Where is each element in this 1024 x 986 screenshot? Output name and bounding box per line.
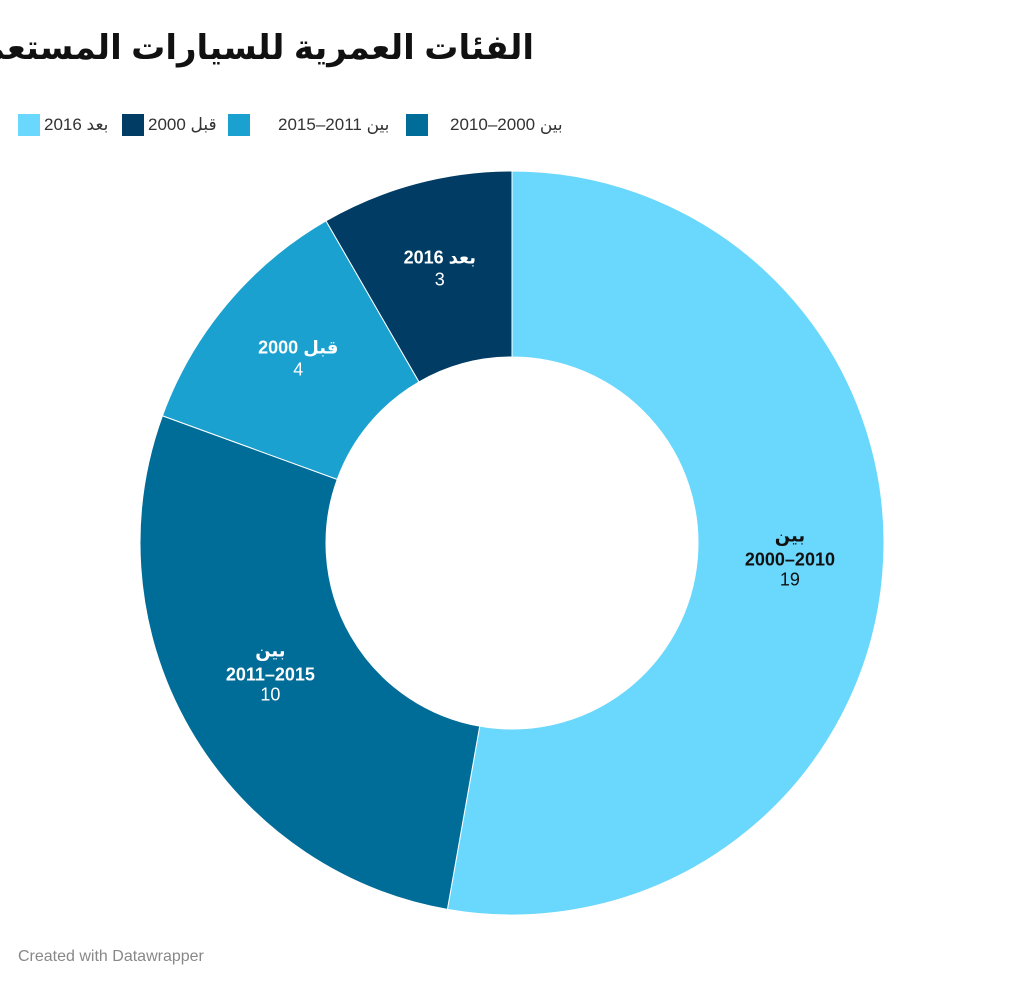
donut-slice	[139, 415, 481, 910]
footer-credit: Created with Datawrapper	[18, 948, 204, 965]
donut-slice	[161, 220, 420, 481]
donut-slice	[446, 170, 885, 916]
legend-item-before-2000: قبل 2000	[122, 110, 217, 140]
legend-label: قبل 2000	[148, 115, 217, 134]
slice-value-label: 19	[780, 569, 800, 589]
slice-label: بين	[775, 525, 805, 546]
legend-item-2000-2010: بين 2000–2010	[406, 110, 563, 140]
slice-label: بين	[255, 641, 285, 662]
donut-slice	[325, 170, 513, 383]
legend-swatch	[406, 114, 428, 136]
slice-label: بعد 2016	[404, 248, 476, 268]
legend-item-2011-2015: بين 2011–2015	[228, 110, 389, 140]
legend-label: بين 2011–2015	[278, 115, 390, 134]
slice-value-label: 10	[260, 685, 280, 705]
slice-label: 2011–2015	[226, 665, 315, 685]
slice-label: قبل 2000	[258, 338, 338, 358]
legend-swatch	[18, 114, 40, 136]
slice-value-label: 4	[293, 360, 303, 380]
legend-swatch	[122, 114, 144, 136]
slice-label: 2000–2010	[745, 549, 835, 569]
chart-title: الفئات العمرية للسيارات المستعملة	[0, 29, 534, 67]
legend-swatch	[228, 114, 250, 136]
legend-label: بين 2000–2010	[450, 115, 563, 134]
legend-item-after-2016: بعد 2016	[18, 110, 108, 140]
legend-label: بعد 2016	[44, 115, 109, 134]
slice-value-label: 3	[435, 270, 445, 290]
